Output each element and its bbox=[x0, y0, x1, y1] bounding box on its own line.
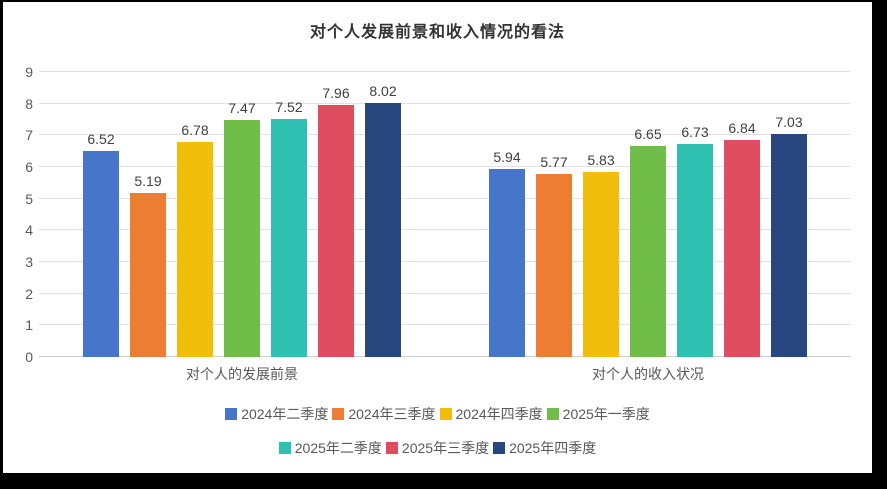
gridline bbox=[39, 166, 851, 167]
chart-canvas: 对个人发展前景和收入情况的看法 0 1 2 3 4 5 6 7 8 9 6.52 5.19 6.78 7… bbox=[3, 2, 872, 473]
bar-value-label: 7.96 bbox=[322, 84, 350, 101]
legend-swatch-icon bbox=[278, 442, 291, 454]
y-tick-label: 3 bbox=[25, 254, 33, 270]
bar-group: 6.52 5.19 6.78 7.47 7.52 7.96 8.02 bbox=[39, 72, 445, 357]
bar-value-label: 5.19 bbox=[134, 172, 162, 189]
gridline bbox=[39, 261, 851, 262]
y-tick-label: 2 bbox=[25, 285, 33, 302]
bar bbox=[318, 104, 354, 357]
legend-label: 2024年二季度 bbox=[241, 406, 329, 422]
bar-column: 6.84 bbox=[724, 72, 760, 357]
bar-value-label: 8.02 bbox=[369, 83, 397, 100]
bar-value-label: 6.73 bbox=[681, 123, 709, 140]
bar bbox=[771, 134, 807, 357]
gridline bbox=[39, 134, 851, 136]
bar-column: 5.77 bbox=[536, 72, 572, 357]
bar bbox=[83, 150, 119, 357]
x-axis-labels: 对个人的发展前景 对个人的收入状况 bbox=[39, 364, 851, 384]
bar-value-label: 7.47 bbox=[228, 100, 256, 117]
y-tick-label: 0 bbox=[25, 349, 33, 365]
y-tick-label: 7 bbox=[25, 127, 33, 144]
legend-item: 2025年四季度 bbox=[493, 438, 596, 458]
bar bbox=[583, 172, 619, 357]
legend-item: 2024年四季度 bbox=[439, 404, 543, 424]
x-category-label: 对个人的发展前景 bbox=[186, 366, 298, 382]
legend-label: 2024年三季度 bbox=[348, 406, 436, 422]
bar bbox=[630, 146, 666, 357]
bar-column: 5.83 bbox=[583, 72, 619, 357]
bar-column: 7.03 bbox=[771, 72, 807, 357]
bar bbox=[677, 143, 713, 357]
legend-swatch-icon bbox=[225, 408, 238, 420]
bar-column: 6.73 bbox=[677, 72, 713, 357]
gridline bbox=[39, 229, 851, 231]
bar-value-label: 6.52 bbox=[87, 130, 115, 147]
legend-item: 2025年三季度 bbox=[385, 438, 490, 458]
gridline bbox=[39, 102, 851, 104]
legend-label: 2025年一季度 bbox=[562, 406, 650, 422]
y-tick-label: 1 bbox=[25, 317, 33, 334]
legend-row: 2024年二季度 2024年三季度 2024年四季度 2025年一季度 bbox=[223, 404, 652, 424]
legend-swatch-icon bbox=[493, 442, 506, 454]
gridline bbox=[39, 292, 851, 294]
bar bbox=[177, 142, 213, 357]
bar-value-label: 7.03 bbox=[775, 114, 803, 131]
gridline bbox=[39, 324, 851, 326]
bar-value-label: 5.83 bbox=[587, 152, 615, 169]
legend-label: 2025年三季度 bbox=[401, 440, 490, 456]
bar-value-label: 6.84 bbox=[728, 120, 756, 137]
legend-item: 2025年一季度 bbox=[546, 404, 650, 424]
bar bbox=[224, 120, 260, 357]
bar-column: 5.94 bbox=[489, 72, 525, 357]
bar-column: 6.52 bbox=[83, 72, 119, 357]
y-tick-label: 5 bbox=[25, 190, 33, 207]
x-category-label: 对个人的收入状况 bbox=[592, 366, 704, 382]
bar bbox=[724, 140, 760, 357]
legend: 2024年二季度 2024年三季度 2024年四季度 2025年一季度 2025年二季度… bbox=[3, 404, 872, 458]
y-axis: 0 1 2 3 4 5 6 7 8 9 bbox=[3, 65, 33, 364]
plot-area: 6.52 5.19 6.78 7.47 7.52 7.96 8.02 5.94 5.77 5.83… bbox=[39, 71, 851, 357]
bar-column: 7.47 bbox=[224, 72, 260, 357]
y-tick-label: 9 bbox=[25, 64, 33, 80]
bar bbox=[130, 192, 166, 357]
legend-item: 2024年二季度 bbox=[225, 404, 328, 424]
legend-label: 2025年二季度 bbox=[294, 440, 382, 456]
bar bbox=[271, 118, 307, 357]
chart-title: 对个人发展前景和收入情况的看法 bbox=[309, 24, 565, 41]
legend-swatch-icon bbox=[332, 408, 345, 420]
bar-column: 6.78 bbox=[177, 72, 213, 357]
legend-label: 2025年四季度 bbox=[509, 440, 597, 456]
y-tick-label: 4 bbox=[25, 222, 33, 239]
bar-value-label: 6.78 bbox=[181, 122, 209, 139]
legend-swatch-icon bbox=[385, 442, 398, 454]
legend-swatch-icon bbox=[546, 408, 559, 420]
bar-group: 5.94 5.77 5.83 6.65 6.73 6.84 7.03 bbox=[445, 72, 851, 357]
bar-value-label: 7.52 bbox=[275, 98, 303, 115]
bar-column: 7.96 bbox=[318, 72, 354, 357]
legend-label: 2024年四季度 bbox=[455, 406, 543, 422]
gridline bbox=[39, 71, 851, 72]
legend-item: 2024年三季度 bbox=[332, 404, 436, 424]
bar-value-label: 5.77 bbox=[540, 154, 568, 171]
bar-column: 5.19 bbox=[130, 72, 166, 357]
y-tick-label: 8 bbox=[25, 95, 33, 112]
bar-column: 7.52 bbox=[271, 72, 307, 357]
bar-value-label: 5.94 bbox=[493, 148, 521, 165]
legend-row: 2025年二季度 2025年三季度 2025年四季度 bbox=[277, 438, 598, 458]
bar-column: 6.65 bbox=[630, 72, 666, 357]
x-axis-line bbox=[39, 356, 851, 357]
y-tick-label: 6 bbox=[25, 159, 33, 175]
legend-item: 2025年二季度 bbox=[278, 438, 382, 458]
bar bbox=[489, 168, 525, 357]
legend-swatch-icon bbox=[439, 408, 452, 420]
gridline bbox=[39, 197, 851, 199]
bar bbox=[365, 103, 401, 357]
bar-value-label: 6.65 bbox=[634, 126, 662, 143]
bar-column: 8.02 bbox=[365, 72, 401, 357]
bar bbox=[536, 174, 572, 357]
